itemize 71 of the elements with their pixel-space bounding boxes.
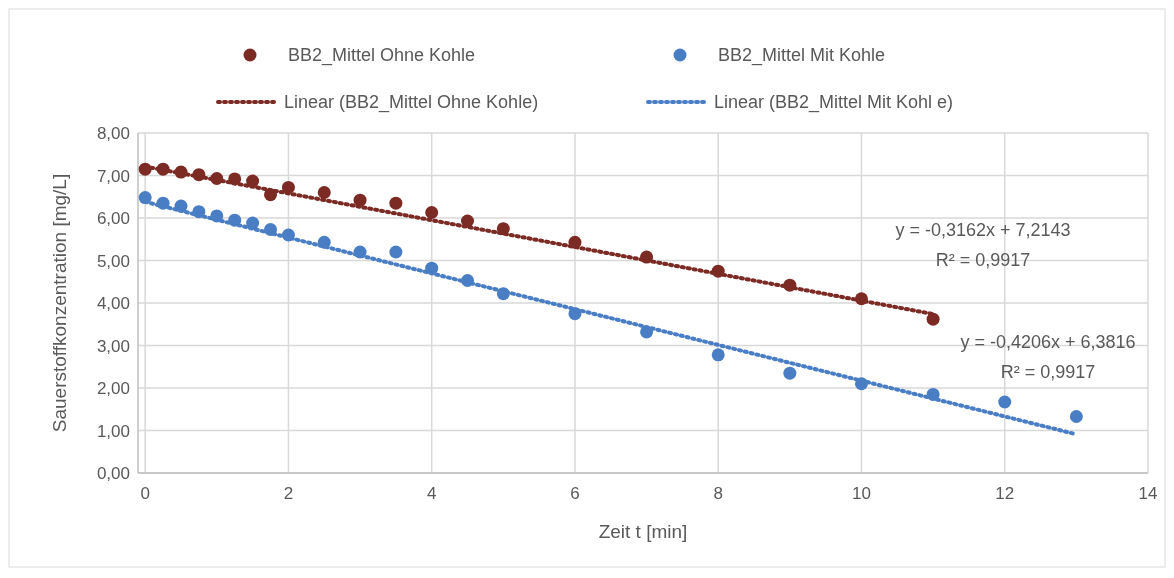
point bbox=[228, 172, 242, 186]
point bbox=[568, 307, 582, 321]
point bbox=[138, 191, 152, 205]
point bbox=[353, 193, 367, 207]
y-tick-label: 4,00 bbox=[96, 294, 130, 313]
annotation: y = -0,3162x + 7,2143 bbox=[895, 220, 1071, 240]
annotation: R² = 0,9917 bbox=[1000, 362, 1096, 382]
point bbox=[568, 235, 582, 249]
y-tick-label: 0,00 bbox=[96, 464, 130, 483]
point bbox=[711, 264, 725, 278]
x-tick-label: 4 bbox=[426, 484, 437, 503]
point bbox=[496, 287, 510, 301]
x-tick-label: 14 bbox=[1138, 484, 1158, 503]
point bbox=[461, 273, 474, 287]
y-tick-label: 2,00 bbox=[96, 379, 130, 398]
point bbox=[496, 222, 510, 236]
annotation: R² = 0,9917 bbox=[935, 250, 1031, 270]
point bbox=[926, 312, 940, 326]
point bbox=[425, 205, 439, 219]
y-tick-label: 1,00 bbox=[96, 421, 130, 441]
y-axis-title: Sauerstoffkonzentration [mg/L] bbox=[49, 173, 70, 433]
point bbox=[1069, 409, 1083, 423]
point bbox=[192, 168, 206, 182]
point bbox=[281, 228, 295, 242]
legend-label: BB2_Mittel Mit Kohle bbox=[718, 45, 886, 66]
point bbox=[228, 213, 242, 227]
x-tick-label: 12 bbox=[995, 484, 1015, 503]
point bbox=[640, 325, 654, 339]
point bbox=[854, 377, 868, 391]
point bbox=[317, 235, 331, 249]
x-tick-label: 8 bbox=[713, 484, 723, 503]
point bbox=[246, 174, 260, 188]
point bbox=[353, 245, 367, 259]
point bbox=[192, 205, 206, 219]
point bbox=[317, 186, 331, 199]
point bbox=[461, 214, 474, 228]
point bbox=[998, 395, 1012, 409]
point bbox=[854, 292, 868, 306]
y-tick-label: 8,00 bbox=[96, 124, 130, 143]
point bbox=[783, 278, 797, 292]
y-tick-label: 5,00 bbox=[96, 251, 130, 271]
point bbox=[711, 348, 725, 362]
point bbox=[210, 209, 224, 223]
point bbox=[210, 171, 224, 185]
point bbox=[264, 222, 278, 236]
point bbox=[425, 261, 439, 275]
legend-label: Linear (BB2_Mittel Mit Kohl e) bbox=[714, 92, 954, 113]
point bbox=[156, 162, 170, 176]
point bbox=[926, 387, 940, 401]
point bbox=[389, 196, 403, 210]
point bbox=[174, 165, 188, 179]
point bbox=[640, 250, 654, 264]
point bbox=[246, 216, 260, 230]
point bbox=[156, 196, 170, 210]
point bbox=[783, 366, 797, 380]
point bbox=[174, 199, 188, 213]
annotation: y = -0,4206x + 6,3816 bbox=[960, 332, 1136, 352]
legend-label: BB2_Mittel Ohne Kohle bbox=[288, 45, 476, 66]
y-tick-label: 6,00 bbox=[96, 209, 130, 228]
x-tick-label: 0 bbox=[140, 484, 150, 503]
point bbox=[138, 162, 152, 176]
x-axis-title: Zeit t [min] bbox=[598, 521, 688, 542]
point bbox=[264, 188, 278, 202]
y-tick-label: 3,00 bbox=[96, 336, 130, 356]
point bbox=[389, 245, 403, 259]
x-tick-label: 2 bbox=[283, 484, 294, 503]
x-tick-label: 10 bbox=[852, 484, 871, 503]
x-tick-label: 6 bbox=[570, 484, 580, 503]
y-tick-label: 7,00 bbox=[96, 166, 130, 186]
point bbox=[281, 180, 295, 194]
legend-label: Linear (BB2_Mittel Ohne Kohle) bbox=[284, 92, 539, 113]
